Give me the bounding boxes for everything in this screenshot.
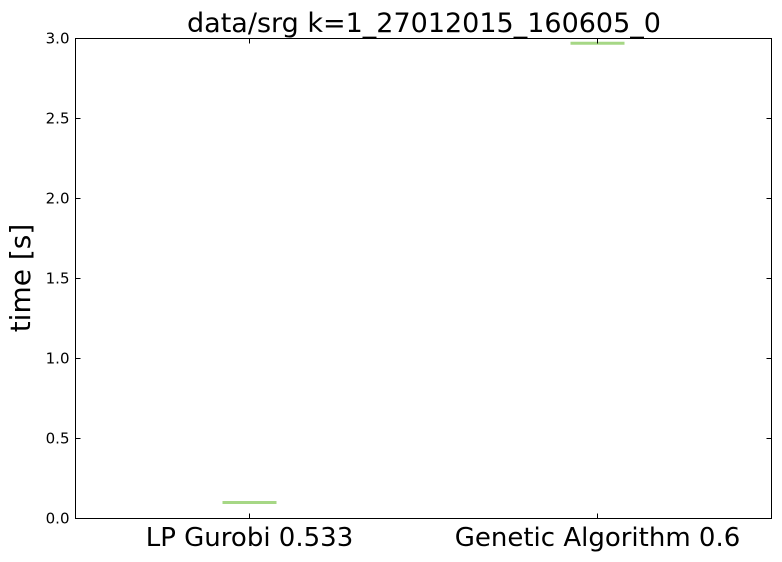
y-axis-ticks: 0.0 0.5 1.0 1.5 2.0 2.5 3.0	[46, 30, 772, 528]
plot-frame	[75, 38, 772, 519]
y-tick-label: 0.5	[46, 430, 70, 448]
x-category-label: Genetic Algorithm 0.6	[455, 523, 741, 553]
x-category-label: LP Gurobi 0.533	[146, 523, 354, 553]
y-tick-label: 1.5	[46, 270, 70, 288]
y-tick-label: 2.5	[46, 110, 70, 128]
x-axis-categories: LP Gurobi 0.533 Genetic Algorithm 0.6	[146, 38, 741, 553]
y-tick-label: 1.0	[46, 350, 70, 368]
y-axis-label: time [s]	[4, 224, 37, 333]
chart-title: data/srg k=1_27012015_160605_0	[187, 8, 661, 39]
box-medians	[222, 41, 625, 504]
y-tick-label: 0.0	[46, 510, 70, 528]
y-tick-label: 2.0	[46, 190, 70, 208]
y-tick-label: 3.0	[46, 30, 70, 48]
